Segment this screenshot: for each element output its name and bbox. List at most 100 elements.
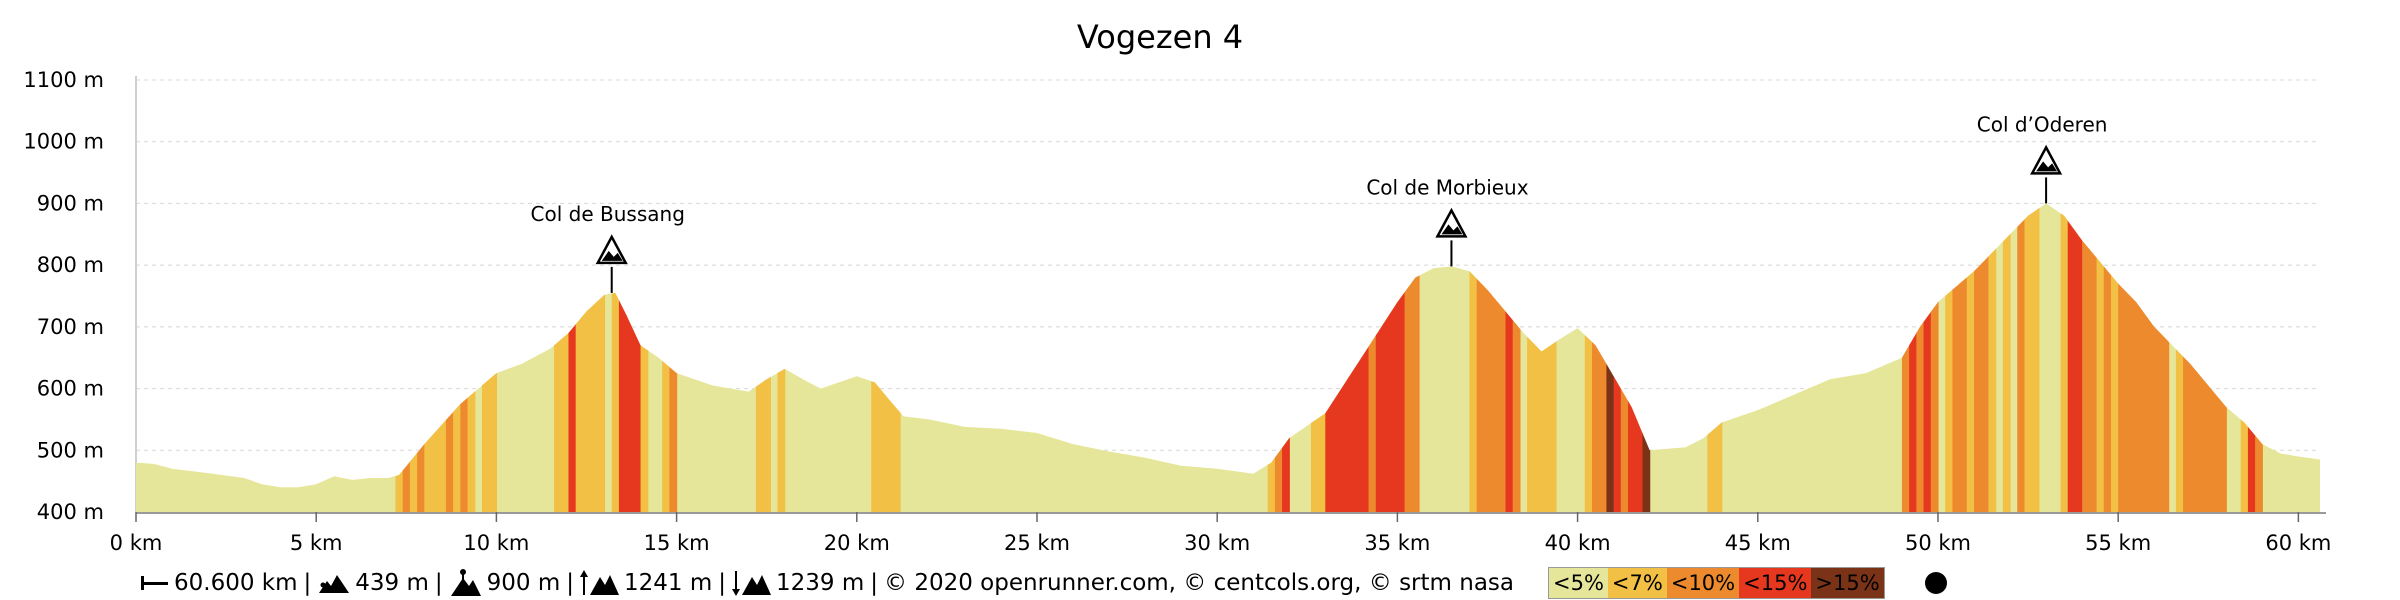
y-tick-label: 800 m [37, 253, 104, 277]
position-marker-dot [1924, 572, 1947, 594]
distance-icon [141, 576, 168, 590]
gradient-band [590, 203, 598, 512]
gradient-band [489, 203, 497, 512]
ascent-stat: 1241 m [580, 569, 712, 597]
gradient-band [2161, 203, 2170, 512]
x-tick-label: 55 km [2085, 531, 2151, 555]
y-tick-label: 700 m [37, 315, 104, 339]
gradient-band [2247, 203, 2256, 512]
x-tick-label: 35 km [1364, 531, 1430, 555]
min-elevation-value: 439 m [355, 570, 429, 596]
max-elevation-stat: 900 m [449, 568, 560, 598]
gradient-band [1534, 203, 1543, 512]
low-mountain-icon [319, 575, 350, 593]
gradient-band [1620, 203, 1629, 512]
gradient-band [2118, 203, 2126, 512]
y-tick-label: 1000 m [23, 130, 104, 154]
x-tick-labels: 0 km 5 km 10 km 15 km 20 km 25 km 30 km 35 km 40… [110, 531, 2332, 555]
gradient-band [2074, 203, 2083, 512]
gradient-band [1469, 203, 1478, 512]
ascent-value: 1241 m [624, 570, 713, 596]
y-tick-label: 900 m [37, 191, 104, 215]
x-tick-label: 10 km [463, 531, 529, 555]
x-tick-label: 60 km [2265, 531, 2331, 555]
gradient-band [618, 203, 627, 512]
gradient-band [438, 203, 447, 512]
gradient-band [2017, 203, 2026, 512]
distance-stat: 60.600 km [140, 570, 298, 596]
mountain-icon-fill [2036, 161, 2058, 172]
gradient-band [2190, 203, 2199, 512]
gradient-band [445, 203, 454, 512]
gradient-band [1548, 203, 1557, 512]
gradient-band [1505, 203, 1514, 512]
axes [135, 76, 2326, 522]
gradient-band [1397, 203, 1406, 512]
separator: | [434, 570, 443, 596]
x-tick-label: 15 km [644, 531, 710, 555]
y-tick-label: 400 m [37, 500, 104, 524]
gradient-band [1613, 203, 1622, 512]
gradient-band [2096, 203, 2105, 512]
legend-item: <10% [1666, 568, 1740, 598]
chart-title: Vogezen 4 [1077, 18, 1243, 56]
gradient-band [1282, 203, 1290, 512]
gradient-band [2082, 203, 2090, 512]
gradient-band [2031, 203, 2040, 512]
gradient-band [2183, 203, 2191, 512]
gradient-band [1923, 203, 1932, 512]
gradient-band [431, 203, 440, 512]
pass-label: Col de Bussang [531, 202, 685, 226]
gradient-band [1411, 203, 1420, 512]
x-tick-label: 5 km [290, 531, 343, 555]
gradient-band [871, 203, 880, 512]
credits-text: © 2020 openrunner.com, © centcols.org, ©… [884, 570, 1514, 596]
gradient-band [878, 203, 887, 512]
gradient-band [2024, 203, 2033, 512]
gradient-band [2219, 203, 2227, 512]
x-tick-label: 40 km [1545, 531, 1611, 555]
gradient-band [568, 203, 577, 512]
summary-footer: 60.600 km | 439 m | 900 m | 1241 m | 123… [140, 566, 2380, 600]
gradient-band [1606, 203, 1615, 512]
gradient-band [662, 203, 670, 512]
gradient-band [481, 203, 490, 512]
gradient-band [1354, 203, 1362, 512]
gradient-band [1592, 203, 1600, 512]
gradient-band [1901, 203, 1910, 512]
ascent-icon [580, 570, 620, 595]
legend-item: <7% [1607, 568, 1667, 598]
gradient-band [1310, 203, 1319, 512]
gradient-band [467, 203, 476, 512]
gradient-band [1930, 203, 1939, 512]
gradient-band [2089, 203, 2098, 512]
gradient-band [2175, 203, 2184, 512]
gradient-band [561, 203, 570, 512]
gradient-band [575, 203, 584, 512]
pass-label: Col d’Oderen [1977, 112, 2108, 136]
gradient-band [1267, 203, 1276, 512]
gradient-band [1541, 203, 1550, 512]
mountain-passes: Col de Bussang Col de Morbieux Col d’Odere… [531, 112, 2108, 293]
gradient-band [1318, 203, 1326, 512]
gradient-band [1476, 203, 1485, 512]
gradient-band [1274, 203, 1283, 512]
gradient-band [640, 203, 649, 512]
gradient-band [755, 203, 764, 512]
pass-label: Col de Morbieux [1366, 175, 1528, 199]
gradient-band [626, 203, 634, 512]
gradient-band [554, 203, 562, 512]
legend-item: <15% [1739, 568, 1812, 598]
gradient-band [885, 203, 894, 512]
gradient-band [1382, 203, 1391, 512]
legend-item: <5% [1549, 568, 1608, 598]
gradient-band [417, 203, 425, 512]
y-tick-label: 600 m [37, 377, 104, 401]
gradient-band [1368, 203, 1377, 512]
gradient-band [1966, 203, 1975, 512]
gradient-band [1332, 203, 1341, 512]
gradient-band [611, 203, 620, 512]
mountain-icon-fill [601, 250, 623, 261]
gradient-band [1498, 203, 1507, 512]
